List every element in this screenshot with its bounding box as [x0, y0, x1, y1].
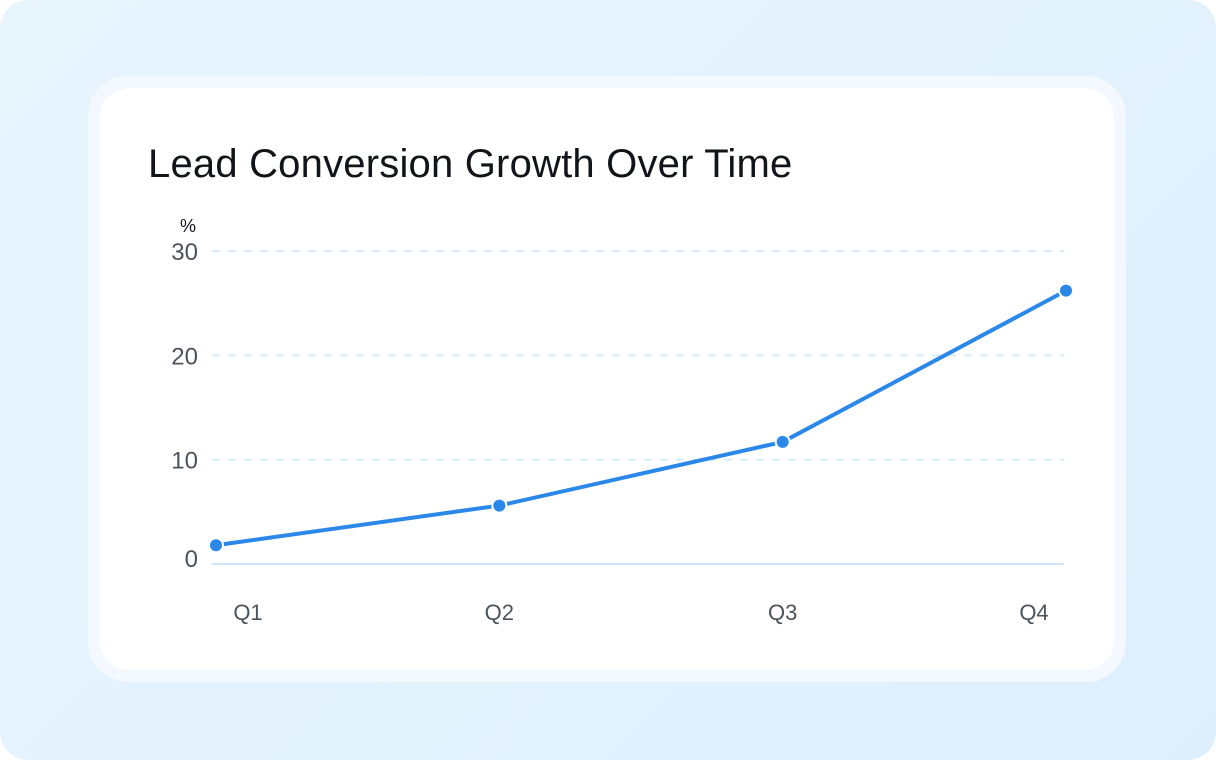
- x-tick-label: Q4: [1019, 600, 1048, 625]
- axes: % 0 10 20 30 Q1 Q2 Q3 Q4: [171, 216, 1064, 625]
- chart-title: Lead Conversion Growth Over Time: [148, 142, 793, 186]
- y-axis-unit: %: [180, 216, 196, 236]
- y-tick-label: 20: [171, 343, 198, 370]
- data-point-q3[interactable]: [774, 433, 791, 450]
- grid-lines: [212, 250, 1064, 461]
- y-tick-label: 0: [185, 546, 198, 573]
- x-tick-label: Q1: [233, 600, 262, 625]
- x-tick-label: Q3: [768, 600, 797, 625]
- series-layer: [208, 282, 1074, 554]
- x-tick-label: Q2: [485, 600, 514, 625]
- data-point-q4[interactable]: [1058, 282, 1074, 299]
- y-tick-label: 10: [171, 448, 198, 475]
- data-point-q2[interactable]: [491, 497, 508, 514]
- data-point-q1[interactable]: [208, 537, 224, 554]
- series-line: [214, 288, 1068, 548]
- chart-card: [100, 88, 1114, 670]
- y-tick-label: 30: [171, 239, 198, 266]
